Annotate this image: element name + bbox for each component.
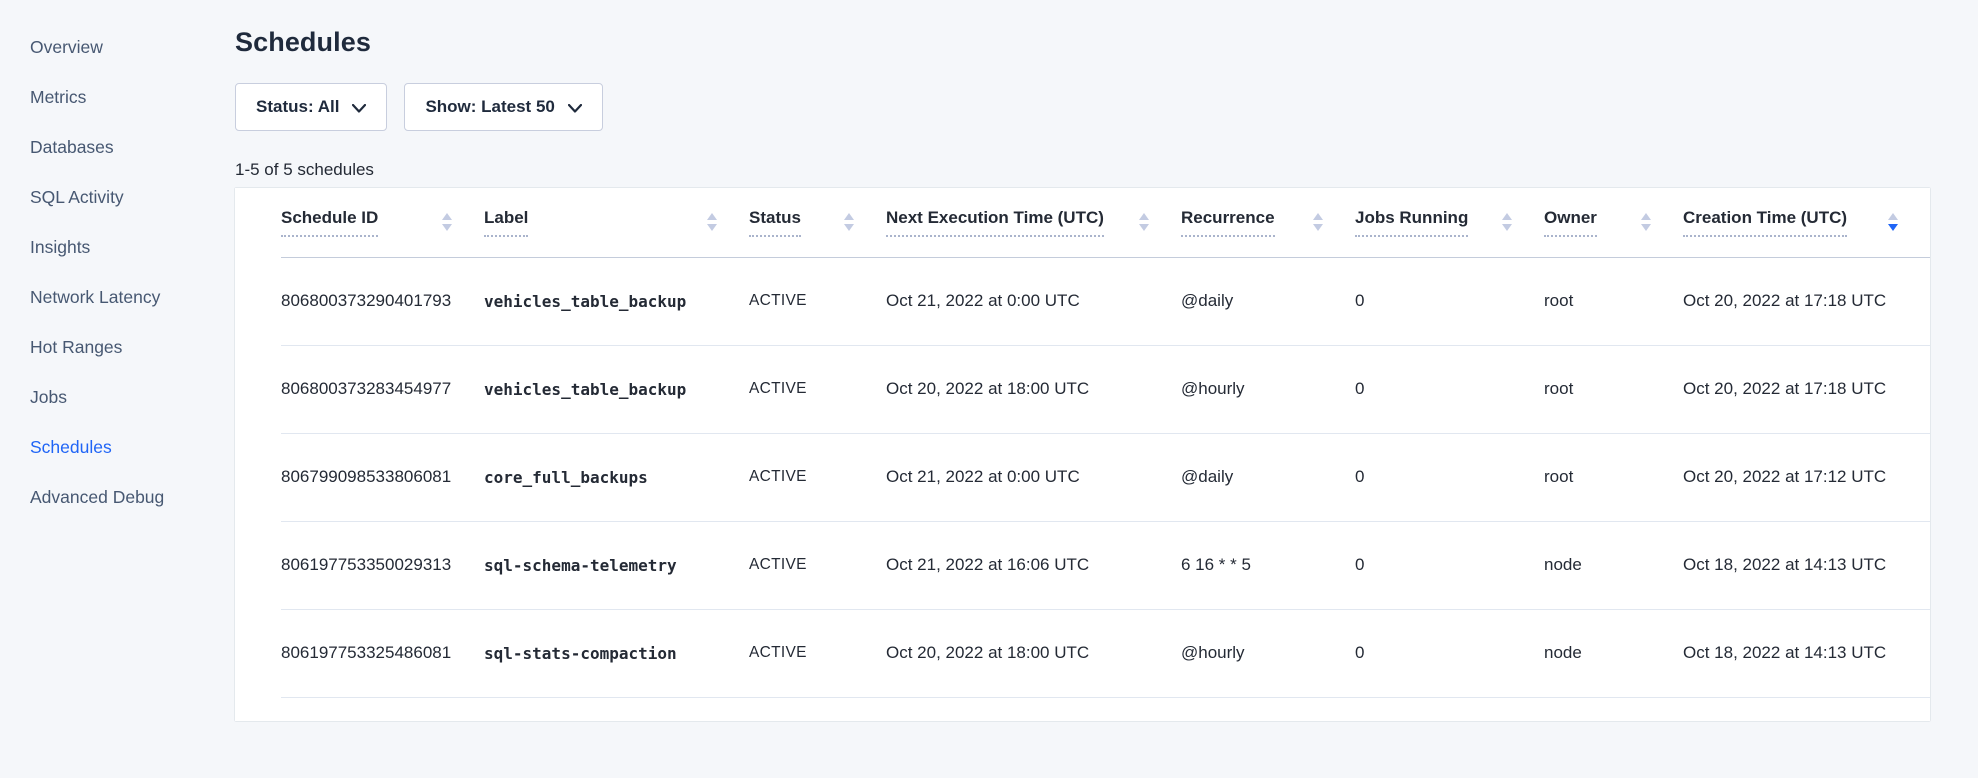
owner-cell: root bbox=[1544, 345, 1683, 434]
sort-icon[interactable] bbox=[1641, 213, 1651, 232]
column-header-recurrence[interactable]: Recurrence bbox=[1181, 188, 1355, 258]
sort-icon-active-desc[interactable] bbox=[1888, 213, 1898, 232]
status-cell: ACTIVE bbox=[749, 433, 886, 522]
status-cell: ACTIVE bbox=[749, 345, 886, 434]
sidebar-item-sql-activity[interactable]: SQL Activity bbox=[30, 186, 124, 207]
table-row[interactable]: 806197753325486081 sql-stats-compaction … bbox=[281, 609, 1930, 698]
main-content: Schedules Status: All Show: Latest 50 1-… bbox=[235, 0, 1978, 778]
creation-time-cell: Oct 18, 2022 at 14:13 UTC bbox=[1683, 521, 1930, 610]
column-label: Creation Time (UTC) bbox=[1683, 208, 1848, 237]
next-execution-cell: Oct 21, 2022 at 0:00 UTC bbox=[886, 257, 1181, 346]
filter-bar: Status: All Show: Latest 50 bbox=[235, 83, 1930, 131]
schedule-label-cell: sql-schema-telemetry bbox=[484, 521, 749, 610]
status-filter-dropdown[interactable]: Status: All bbox=[235, 83, 388, 131]
column-label: Label bbox=[484, 208, 529, 237]
schedule-id-cell: 806799098533806081 bbox=[281, 433, 484, 522]
sidebar-item-insights[interactable]: Insights bbox=[30, 236, 91, 257]
column-header-next-execution-time[interactable]: Next Execution Time (UTC) bbox=[886, 188, 1181, 258]
sidebar: Overview Metrics Databases SQL Activity … bbox=[0, 0, 235, 778]
table-row[interactable]: 806197753350029313 sql-schema-telemetry … bbox=[281, 521, 1930, 610]
next-execution-cell: Oct 21, 2022 at 0:00 UTC bbox=[886, 433, 1181, 522]
schedules-table: Schedule ID Label Stat bbox=[281, 188, 1930, 698]
jobs-running-cell: 0 bbox=[1355, 433, 1544, 522]
sort-icon[interactable] bbox=[442, 213, 452, 232]
recurrence-cell: 6 16 * * 5 bbox=[1181, 521, 1355, 610]
chevron-down-icon bbox=[567, 103, 582, 113]
schedule-label-cell: sql-stats-compaction bbox=[484, 609, 749, 698]
schedule-id-cell: 806197753350029313 bbox=[281, 521, 484, 610]
recurrence-cell: @daily bbox=[1181, 257, 1355, 346]
column-header-owner[interactable]: Owner bbox=[1544, 188, 1683, 258]
show-limit-dropdown[interactable]: Show: Latest 50 bbox=[404, 83, 603, 131]
column-label: Schedule ID bbox=[281, 208, 379, 237]
status-cell: ACTIVE bbox=[749, 521, 886, 610]
sort-icon[interactable] bbox=[1139, 213, 1149, 232]
schedule-id-cell: 806197753325486081 bbox=[281, 609, 484, 698]
chevron-down-icon bbox=[352, 103, 367, 113]
sort-icon[interactable] bbox=[707, 213, 717, 232]
sidebar-item-network-latency[interactable]: Network Latency bbox=[30, 286, 161, 307]
owner-cell: root bbox=[1544, 433, 1683, 522]
recurrence-cell: @hourly bbox=[1181, 345, 1355, 434]
schedule-label-cell: vehicles_table_backup bbox=[484, 345, 749, 434]
jobs-running-cell: 0 bbox=[1355, 345, 1544, 434]
table-row[interactable]: 806799098533806081 core_full_backups ACT… bbox=[281, 433, 1930, 522]
next-execution-cell: Oct 21, 2022 at 16:06 UTC bbox=[886, 521, 1181, 610]
jobs-running-cell: 0 bbox=[1355, 521, 1544, 610]
sidebar-item-databases[interactable]: Databases bbox=[30, 136, 114, 157]
schedules-table-card: Schedule ID Label Stat bbox=[235, 188, 1930, 721]
column-label: Owner bbox=[1544, 208, 1597, 237]
jobs-running-cell: 0 bbox=[1355, 257, 1544, 346]
owner-cell: node bbox=[1544, 521, 1683, 610]
column-header-creation-time[interactable]: Creation Time (UTC) bbox=[1683, 188, 1930, 258]
column-label: Status bbox=[749, 208, 801, 237]
table-row[interactable]: 806800373283454977 vehicles_table_backup… bbox=[281, 345, 1930, 434]
status-filter-label: Status: All bbox=[256, 97, 340, 116]
column-header-label[interactable]: Label bbox=[484, 188, 749, 258]
jobs-running-cell: 0 bbox=[1355, 609, 1544, 698]
status-cell: ACTIVE bbox=[749, 257, 886, 346]
schedule-label-cell: vehicles_table_backup bbox=[484, 257, 749, 346]
status-cell: ACTIVE bbox=[749, 609, 886, 698]
results-count: 1-5 of 5 schedules bbox=[235, 160, 374, 179]
page-title: Schedules bbox=[235, 27, 371, 57]
next-execution-cell: Oct 20, 2022 at 18:00 UTC bbox=[886, 345, 1181, 434]
schedule-id-cell: 806800373290401793 bbox=[281, 257, 484, 346]
table-row[interactable]: 806800373290401793 vehicles_table_backup… bbox=[281, 257, 1930, 346]
creation-time-cell: Oct 18, 2022 at 14:13 UTC bbox=[1683, 609, 1930, 698]
column-label: Jobs Running bbox=[1355, 208, 1469, 237]
sort-icon[interactable] bbox=[1502, 213, 1512, 232]
column-label: Next Execution Time (UTC) bbox=[886, 208, 1104, 237]
column-header-jobs-running[interactable]: Jobs Running bbox=[1355, 188, 1544, 258]
show-limit-label: Show: Latest 50 bbox=[425, 97, 555, 116]
column-header-status[interactable]: Status bbox=[749, 188, 886, 258]
table-header: Schedule ID Label Stat bbox=[281, 188, 1930, 258]
creation-time-cell: Oct 20, 2022 at 17:18 UTC bbox=[1683, 345, 1930, 434]
creation-time-cell: Oct 20, 2022 at 17:12 UTC bbox=[1683, 433, 1930, 522]
owner-cell: node bbox=[1544, 609, 1683, 698]
sidebar-item-hot-ranges[interactable]: Hot Ranges bbox=[30, 336, 123, 357]
sidebar-item-jobs[interactable]: Jobs bbox=[30, 386, 67, 407]
sidebar-item-schedules[interactable]: Schedules bbox=[30, 436, 112, 457]
table-body: 806800373290401793 vehicles_table_backup… bbox=[281, 257, 1930, 698]
recurrence-cell: @daily bbox=[1181, 433, 1355, 522]
column-label: Recurrence bbox=[1181, 208, 1275, 237]
schedule-label-cell: core_full_backups bbox=[484, 433, 749, 522]
owner-cell: root bbox=[1544, 257, 1683, 346]
sidebar-item-metrics[interactable]: Metrics bbox=[30, 86, 87, 107]
sort-icon[interactable] bbox=[844, 213, 854, 232]
sort-icon[interactable] bbox=[1313, 213, 1323, 232]
recurrence-cell: @hourly bbox=[1181, 609, 1355, 698]
column-header-schedule-id[interactable]: Schedule ID bbox=[281, 188, 484, 258]
next-execution-cell: Oct 20, 2022 at 18:00 UTC bbox=[886, 609, 1181, 698]
creation-time-cell: Oct 20, 2022 at 17:18 UTC bbox=[1683, 257, 1930, 346]
sidebar-item-advanced-debug[interactable]: Advanced Debug bbox=[30, 486, 165, 507]
schedule-id-cell: 806800373283454977 bbox=[281, 345, 484, 434]
sidebar-item-overview[interactable]: Overview bbox=[30, 36, 103, 57]
